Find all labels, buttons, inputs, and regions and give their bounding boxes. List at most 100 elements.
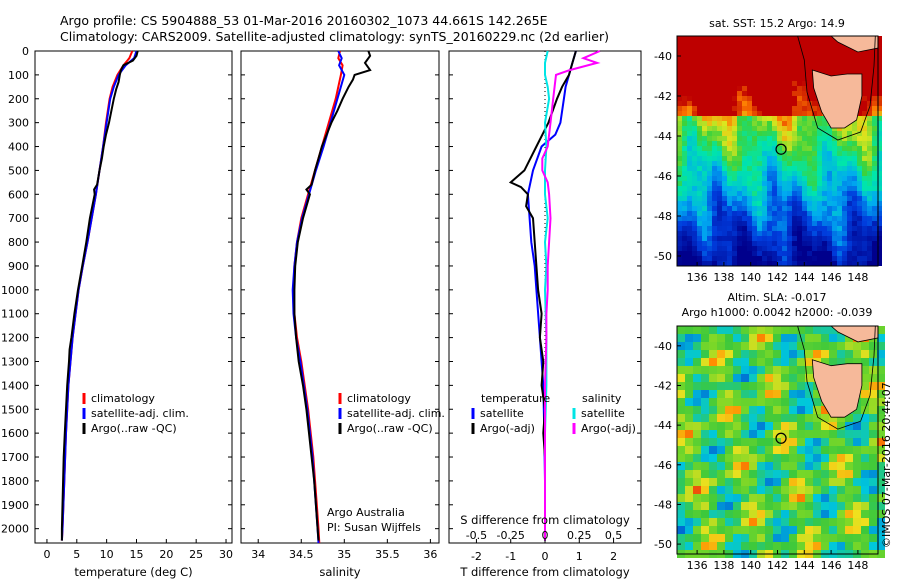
- sla-map: [676, 325, 885, 558]
- map-cell: [829, 494, 837, 502]
- map-cell: [687, 191, 692, 196]
- map-cell: [782, 221, 787, 226]
- map-cell: [812, 256, 817, 261]
- map-cell: [872, 71, 877, 76]
- map-cell: [707, 246, 712, 251]
- map-cell: [821, 542, 829, 550]
- map-cell: [847, 166, 852, 171]
- map-cell: [852, 246, 857, 251]
- map-cell: [685, 486, 693, 494]
- map-cell: [862, 261, 867, 266]
- map-cell: [727, 206, 732, 211]
- map-cell: [692, 186, 697, 191]
- map-cell: [727, 71, 732, 76]
- map-cell: [877, 542, 885, 550]
- map-cell: [701, 494, 709, 502]
- map-cell: [752, 176, 757, 181]
- map-cell: [693, 518, 701, 526]
- map-cell: [802, 41, 807, 46]
- map-cell: [693, 438, 701, 446]
- map-cell: [837, 41, 842, 46]
- map-cell: [685, 350, 693, 358]
- map-cell: [762, 146, 767, 151]
- map-cell: [812, 126, 817, 131]
- map-cell: [709, 526, 717, 534]
- map-cell: [677, 326, 685, 334]
- map-cell: [872, 191, 877, 196]
- map-cell: [827, 151, 832, 156]
- map-cell: [792, 86, 797, 91]
- map-cell: [772, 176, 777, 181]
- map-cell: [737, 216, 742, 221]
- map-cell: [845, 438, 853, 446]
- map-cell: [685, 478, 693, 486]
- map-cell: [789, 430, 797, 438]
- map-cell: [747, 161, 752, 166]
- map-cell: [742, 161, 747, 166]
- map-cell: [737, 131, 742, 136]
- map-cell: [805, 454, 813, 462]
- map-cell: [717, 176, 722, 181]
- map-cell: [781, 374, 789, 382]
- map-cell: [813, 438, 821, 446]
- map-cell: [877, 211, 882, 216]
- map-cell: [733, 422, 741, 430]
- map-cell: [787, 216, 792, 221]
- map-cell: [762, 196, 767, 201]
- map-cell: [782, 51, 787, 56]
- map-cell: [802, 111, 807, 116]
- map-cell: [765, 326, 773, 334]
- map-cell: [862, 186, 867, 191]
- map-x-tick-label: 144: [794, 559, 815, 572]
- map-cell: [822, 116, 827, 121]
- map-cell: [677, 236, 682, 241]
- map-cell: [787, 91, 792, 96]
- map-cell: [852, 71, 857, 76]
- map-cell: [862, 151, 867, 156]
- map-cell: [857, 241, 862, 246]
- map-cell: [757, 486, 765, 494]
- map-cell: [782, 141, 787, 146]
- map-cell: [861, 518, 869, 526]
- map-x-tick-label: 138: [713, 559, 734, 572]
- map-cell: [757, 226, 762, 231]
- map-cell: [677, 526, 685, 534]
- map-cell: [747, 61, 752, 66]
- map-cell: [772, 36, 777, 41]
- map-cell: [737, 176, 742, 181]
- map-cell: [685, 438, 693, 446]
- map-cell: [707, 241, 712, 246]
- map-cell: [752, 86, 757, 91]
- map-cell: [877, 526, 885, 534]
- map-cell: [722, 196, 727, 201]
- map-cell: [757, 206, 762, 211]
- map-cell: [792, 236, 797, 241]
- map-cell: [709, 430, 717, 438]
- map-cell: [797, 151, 802, 156]
- map-subtitle: Argo h1000: 0.0042 h2000: -0.039: [682, 306, 873, 319]
- map-cell: [757, 41, 762, 46]
- x-tick-label: 0: [542, 550, 549, 563]
- map-y-tick-label: -44: [654, 130, 672, 143]
- map-cell: [747, 221, 752, 226]
- map-cell: [872, 101, 877, 106]
- map-cell: [765, 462, 773, 470]
- map-cell: [732, 141, 737, 146]
- map-cell: [732, 71, 737, 76]
- map-cell: [687, 236, 692, 241]
- map-cell: [727, 196, 732, 201]
- map-cell: [765, 334, 773, 342]
- map-cell: [709, 470, 717, 478]
- legend-label: Argo(..raw -QC): [91, 422, 177, 435]
- map-cell: [697, 136, 702, 141]
- depth-tick-label: 700: [8, 212, 29, 225]
- map-cell: [709, 542, 717, 550]
- map-cell: [732, 111, 737, 116]
- map-cell: [829, 350, 837, 358]
- map-cell: [837, 221, 842, 226]
- map-cell: [822, 191, 827, 196]
- map-cell: [853, 470, 861, 478]
- map-cell: [862, 51, 867, 56]
- map-cell: [702, 221, 707, 226]
- map-cell: [807, 211, 812, 216]
